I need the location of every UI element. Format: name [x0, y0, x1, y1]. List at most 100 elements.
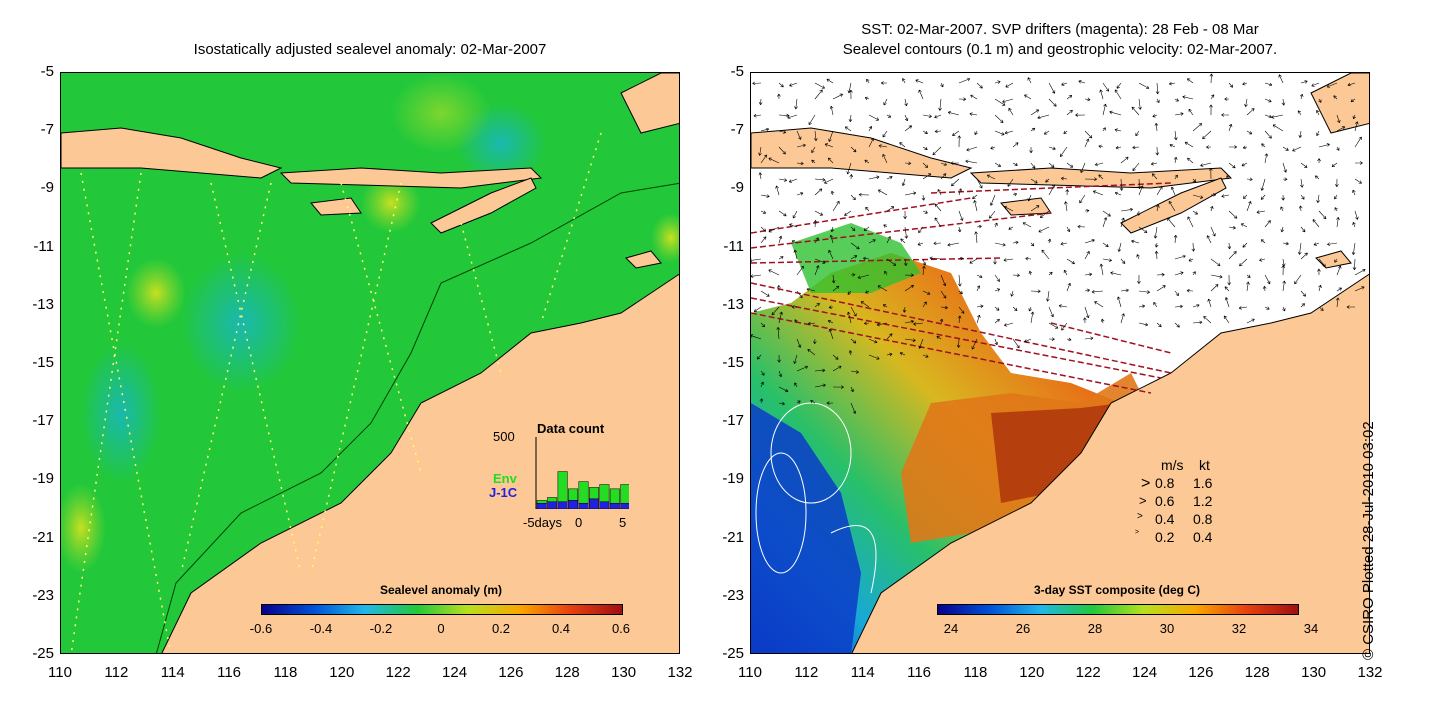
lat-tick-label: -19: [722, 470, 744, 488]
velocity-vector: [848, 114, 853, 123]
anomaly-low-blob: [81, 343, 161, 483]
velocity-vector: [807, 348, 816, 356]
velocity-vector: [1116, 82, 1122, 89]
velocity-vector: [1336, 126, 1346, 132]
velocity-vector: [940, 274, 947, 287]
sealevel-contours: [755, 195, 1312, 594]
velocity-vector: [777, 285, 781, 292]
velocity-vector: [1154, 122, 1159, 132]
velocity-vector: [1174, 254, 1186, 260]
velocity-vector: [814, 210, 824, 216]
velocity-vector: [1083, 317, 1087, 324]
velocity-vector: [994, 242, 1006, 247]
velocity-arrow-icon: >: [1141, 475, 1151, 492]
velocity-vector: [922, 354, 929, 358]
velocity-vector: [1048, 306, 1054, 318]
velocity-vector: [844, 210, 852, 216]
velocity-vector: [758, 146, 762, 156]
velocity-vector: [1100, 318, 1105, 324]
velocity-vector: [1281, 194, 1285, 201]
velocity-vector: [886, 114, 892, 118]
velocity-vector: [1207, 298, 1212, 308]
velocity-vector: [778, 401, 785, 406]
velocity-vector: [813, 220, 818, 228]
velocity-vector: [1048, 322, 1059, 329]
velocity-vector: [990, 146, 996, 150]
sst-hot-core: [991, 403, 1121, 503]
velocity-vector: [814, 130, 818, 142]
lon-tick-label: 128: [1244, 664, 1270, 681]
velocity-vector: [1079, 194, 1086, 204]
velocity-vector: [1138, 290, 1150, 294]
velocity-vector: [1227, 274, 1231, 286]
velocity-vector: [1336, 287, 1342, 292]
velocity-vector: [1311, 82, 1320, 87]
velocity-vector: [1028, 270, 1033, 276]
velocity-vector: [1084, 208, 1090, 213]
velocity-vector: [868, 175, 880, 180]
velocity-legend-ms: 0.4: [1155, 511, 1175, 527]
velocity-vector: [958, 306, 965, 314]
velocity-vector: [1278, 74, 1284, 84]
velocity-vector: [753, 306, 762, 313]
j1c-count-bar: [536, 502, 547, 509]
velocity-legend-kt: 1.6: [1193, 475, 1213, 491]
lat-tick-label: -23: [722, 586, 744, 604]
velocity-vector: [850, 402, 857, 414]
velocity-vector: [1239, 258, 1248, 267]
velocity-vector: [863, 226, 870, 231]
velocity-vector: [1352, 222, 1356, 228]
velocity-vector: [1154, 242, 1159, 248]
velocity-vector: [1012, 273, 1020, 278]
velocity-vector: [1030, 205, 1040, 212]
velocity-vector: [1318, 98, 1322, 103]
velocity-vector: [1354, 161, 1363, 165]
velocity-vector: [1120, 156, 1129, 164]
j1c-label: J-1C: [489, 485, 518, 500]
velocity-vector: [1228, 225, 1236, 230]
velocity-legend-kt: 0.8: [1193, 511, 1213, 527]
lat-tick-label: -13: [32, 295, 54, 313]
velocity-vector: [904, 319, 914, 324]
velocity-legend-ms: 0.2: [1155, 529, 1175, 545]
lon-tick-label: 112: [104, 664, 129, 681]
velocity-vector: [937, 189, 942, 196]
sealevel-anomaly-map[interactable]: Data count 500 Env J-1C -5days 0 5 Seale…: [60, 72, 680, 654]
velocity-vector: [1318, 210, 1327, 220]
velocity-legend-kt: 1.2: [1193, 493, 1213, 509]
velocity-vector: [1297, 110, 1302, 116]
velocity-vector: [934, 203, 942, 212]
velocity-vector: [1030, 162, 1036, 169]
velocity-vector: [1048, 337, 1055, 341]
velocity-vector: [760, 322, 765, 328]
velocity-vector: [1027, 194, 1032, 202]
velocity-vector: [1242, 81, 1248, 86]
velocity-vector: [958, 188, 962, 196]
velocity-vector: [760, 210, 767, 214]
lon-tick-label: 110: [738, 664, 762, 681]
velocity-vector: [1064, 201, 1068, 212]
velocity-vector: [751, 274, 762, 278]
lon-tick-label: 118: [963, 664, 988, 681]
velocity-legend-header-kt: kt: [1199, 457, 1210, 473]
velocity-vector: [903, 258, 908, 266]
velocity-vector: [1336, 265, 1342, 276]
velocity-vector: [814, 188, 823, 196]
velocity-vector: [947, 242, 960, 247]
velocity-vector: [1240, 223, 1248, 228]
velocity-vector: [1318, 306, 1324, 311]
velocity-vector: [1066, 162, 1074, 168]
velocity-vector: [1281, 265, 1286, 276]
velocity-vector: [850, 386, 854, 393]
velocity-vector: [1174, 290, 1179, 296]
velocity-vector: [1012, 192, 1018, 197]
velocity-vector: [1156, 98, 1160, 104]
velocity-vector: [886, 333, 893, 340]
velocity-vector: [1184, 141, 1194, 148]
velocity-vector: [1316, 194, 1320, 203]
velocity-vector: [904, 114, 909, 122]
velocity-vector: [877, 189, 888, 196]
sst-velocity-map[interactable]: m/s kt >0.8 1.6 >0.6 1.2 >0.4 0.8 >0.2 0.4 3-da…: [750, 72, 1370, 654]
velocity-vector: [1282, 177, 1288, 181]
lon-tick-label: 116: [217, 664, 242, 681]
